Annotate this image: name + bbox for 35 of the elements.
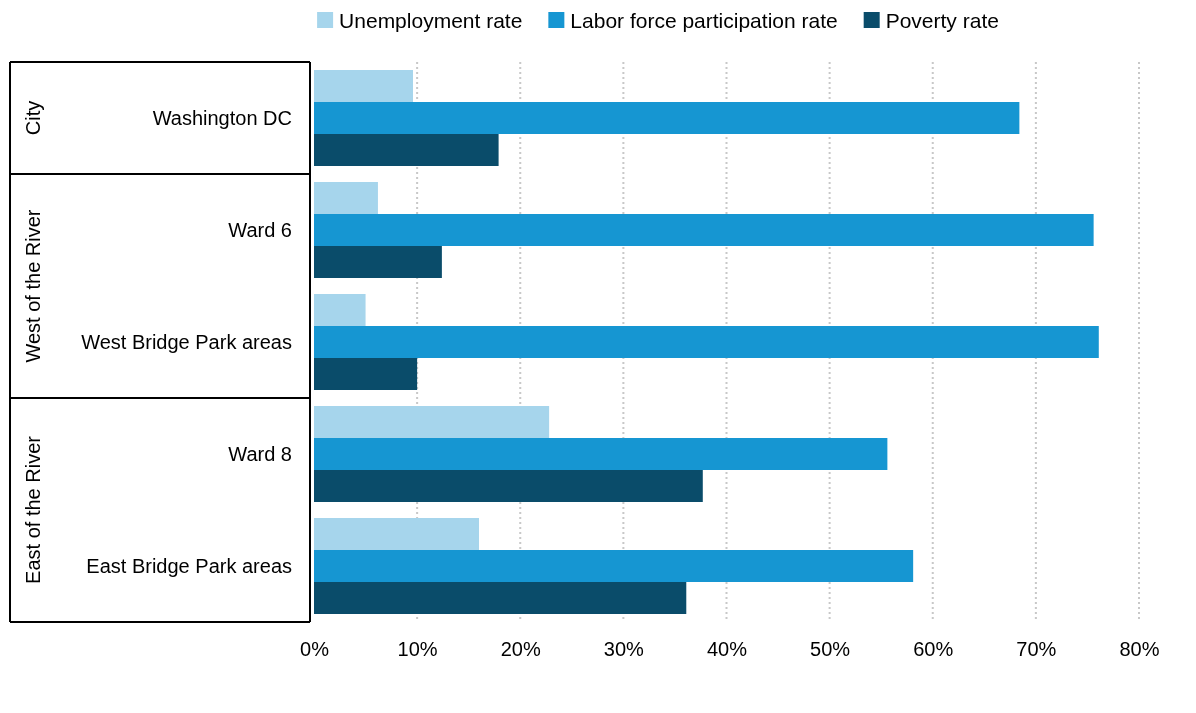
x-tick-label: 60%	[913, 638, 954, 661]
x-tick-label: 20%	[500, 638, 541, 661]
bar	[314, 518, 479, 550]
x-tick-label: 80%	[1119, 638, 1160, 661]
bar	[314, 134, 499, 166]
legend-label: Labor force participation rate	[570, 9, 838, 33]
bar	[314, 406, 550, 438]
y-tick-label: Ward 6	[228, 219, 292, 241]
y-tick-label: Washington DC	[152, 107, 292, 129]
bar	[314, 70, 413, 102]
x-tick-label: 10%	[397, 638, 438, 661]
bar	[314, 438, 888, 470]
y-tick-label: East Bridge Park areas	[86, 555, 292, 577]
bar	[314, 294, 366, 326]
legend-label: Unemployment rate	[339, 9, 523, 33]
text: East of the River	[22, 435, 44, 584]
bar	[314, 214, 1094, 246]
bar	[314, 246, 442, 278]
y-tick-label: West Bridge Park areas	[81, 331, 292, 353]
bar	[314, 550, 914, 582]
x-tick-label: 30%	[603, 638, 645, 661]
bar	[314, 326, 1099, 358]
y-tick-label: Ward 8	[228, 443, 292, 465]
bar	[314, 470, 703, 502]
legend-label: Poverty rate	[885, 9, 999, 33]
x-tick-label: 70%	[1016, 638, 1057, 661]
text: West of the River	[22, 209, 44, 363]
x-tick-label: 0%	[300, 638, 330, 661]
bar	[314, 358, 418, 390]
x-tick-label: 50%	[810, 638, 851, 661]
text: City	[22, 100, 44, 136]
bar	[314, 182, 378, 214]
bar	[314, 582, 687, 614]
x-tick-label: 40%	[706, 638, 748, 661]
bar	[314, 102, 1020, 134]
